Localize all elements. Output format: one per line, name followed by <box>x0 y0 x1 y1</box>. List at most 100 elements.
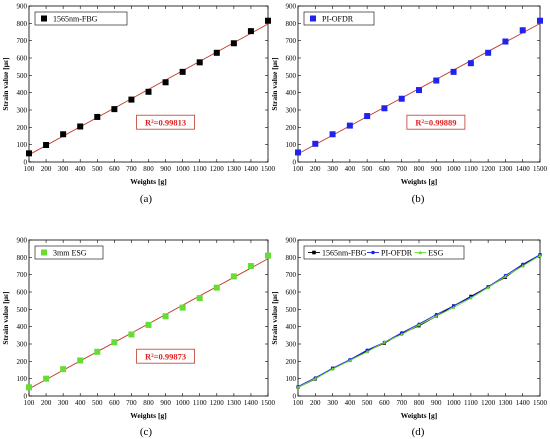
r-squared-text: R²=0.99873 <box>145 351 186 361</box>
x-tick-label: 700 <box>396 165 407 173</box>
x-tick-label: 400 <box>345 399 356 407</box>
y-tick-label: 900 <box>286 237 297 245</box>
y-tick-label: 500 <box>286 306 297 314</box>
r-squared-box <box>406 114 466 130</box>
data-point <box>60 131 67 138</box>
y-tick-label: 500 <box>17 306 28 314</box>
x-tick-label: 1100 <box>464 399 478 407</box>
x-tick-label: 1500 <box>533 165 548 173</box>
x-tick-label: 100 <box>293 399 304 407</box>
y-tick-label: 400 <box>17 89 28 97</box>
y-tick-label: 300 <box>286 107 297 115</box>
legend: 1565nm-FBG <box>34 11 128 26</box>
data-point <box>145 88 152 95</box>
y-tick-label: 700 <box>286 271 297 279</box>
r-squared-text: R²=0.99889 <box>415 117 456 127</box>
y-tick-label: 600 <box>17 55 28 63</box>
x-tick-label: 300 <box>58 165 69 173</box>
data-point <box>365 349 369 354</box>
series-1565nm-fbg <box>26 17 271 157</box>
legend-marker <box>418 250 423 255</box>
x-tick-label: 900 <box>431 165 442 173</box>
r-squared-box <box>136 114 195 130</box>
x-tick-label: 1100 <box>464 165 478 173</box>
x-tick-label: 1500 <box>261 165 276 173</box>
y-tick-label: 200 <box>286 124 297 132</box>
y-tick-label: 100 <box>17 141 28 149</box>
data-point <box>398 95 405 102</box>
data-point <box>196 59 203 66</box>
y-tick-label: 400 <box>286 89 297 97</box>
data-point <box>485 49 492 56</box>
y-tick-label: 300 <box>17 107 28 115</box>
x-tick-label: 1200 <box>481 165 496 173</box>
x-tick-label: 1400 <box>244 165 259 173</box>
x-tick-label: 1000 <box>176 165 191 173</box>
data-point <box>111 106 118 113</box>
data-point <box>521 264 525 268</box>
x-axis-label: Weights [g] <box>401 177 437 186</box>
legend-marker <box>41 15 47 22</box>
data-point <box>330 367 335 371</box>
y-tick-label: 800 <box>286 20 297 28</box>
x-tick-label: 600 <box>379 165 390 173</box>
x-tick-label: 700 <box>396 399 407 407</box>
x-tick-label: 1100 <box>193 399 207 407</box>
data-point <box>329 131 336 138</box>
legend-marker <box>371 250 375 255</box>
series-3mm-esg <box>26 252 271 391</box>
x-tick-label: 200 <box>41 399 52 407</box>
legend: 3mm ESG <box>34 245 104 260</box>
data-point <box>433 77 440 84</box>
y-axis-label: Strain value [με] <box>1 57 10 110</box>
x-tick-label: 1300 <box>498 399 513 407</box>
data-point <box>230 40 237 47</box>
x-tick-label: 1200 <box>210 165 225 173</box>
x-tick-label: 600 <box>109 399 120 407</box>
data-point <box>451 305 456 310</box>
x-tick-label: 400 <box>75 165 86 173</box>
legend-marker <box>310 15 316 22</box>
data-point <box>145 321 152 328</box>
y-tick-label: 200 <box>17 358 28 366</box>
x-tick-label: 300 <box>327 165 338 173</box>
plot-frame <box>28 239 269 397</box>
data-point <box>26 384 32 391</box>
data-point <box>502 38 509 45</box>
r-squared-annotation: R²=0.99813 <box>136 114 195 130</box>
x-tick-label: 1500 <box>533 399 548 407</box>
y-tick-label: 100 <box>17 375 28 383</box>
legend-box <box>303 245 465 260</box>
legend: PI-OFDR <box>303 11 375 26</box>
data-point <box>162 313 169 320</box>
data-point <box>179 304 186 311</box>
x-tick-label: 800 <box>414 399 425 407</box>
y-tick-label: 800 <box>17 254 28 262</box>
y-tick-label: 500 <box>17 72 28 80</box>
data-point <box>364 113 371 120</box>
plot-frame <box>28 5 269 163</box>
x-tick-label: 100 <box>24 165 35 173</box>
data-point <box>296 385 300 389</box>
data-point <box>43 375 50 382</box>
legend-label: ESG <box>428 249 443 258</box>
y-tick-label: 900 <box>17 237 28 245</box>
y-tick-label: 700 <box>17 271 28 279</box>
data-point <box>43 142 50 149</box>
panel-caption: (b) <box>412 193 425 205</box>
r-squared-annotation: R²=0.99889 <box>406 114 466 130</box>
y-tick-label: 200 <box>17 124 28 132</box>
legend-label: PI-OFDR <box>381 249 413 258</box>
series-pi-ofdr <box>295 17 543 156</box>
y-tick-label: 100 <box>286 141 297 149</box>
y-tick-label: 500 <box>286 72 297 80</box>
data-point <box>265 17 271 24</box>
x-tick-label: 900 <box>160 399 171 407</box>
r-squared-text: R²=0.99813 <box>145 117 186 127</box>
legend-label: PI-OFDR <box>322 15 354 24</box>
legend-label: 1565nm-FBG <box>53 15 98 24</box>
x-tick-label: 500 <box>92 165 103 173</box>
